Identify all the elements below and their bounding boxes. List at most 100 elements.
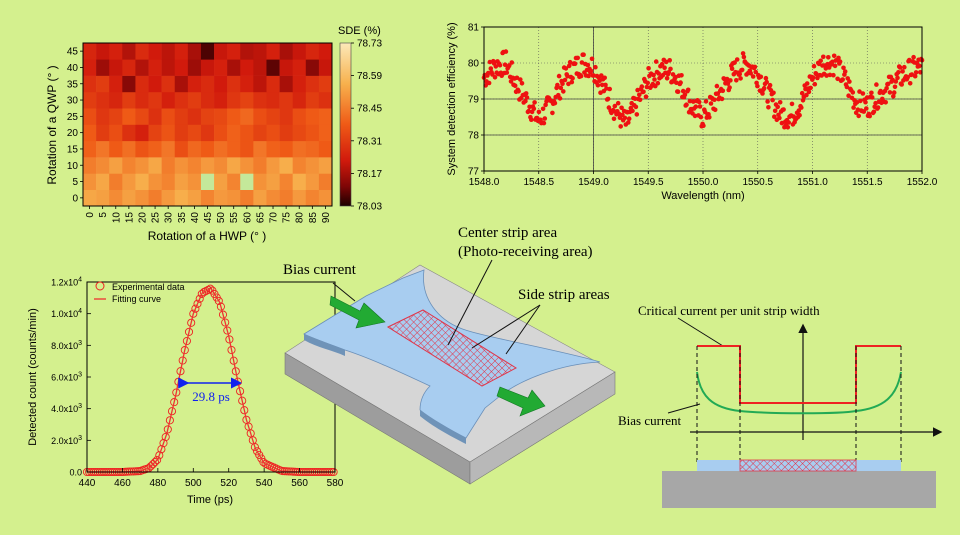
sde-point: [883, 100, 888, 105]
heatmap-cell: [135, 108, 149, 125]
heatmap-cell: [148, 108, 162, 125]
sde-x-tick-label: 1552.0: [907, 177, 938, 188]
sde-y-tick-label: 79: [468, 95, 480, 106]
heatmap-cell: [318, 59, 333, 76]
sde-point: [758, 74, 764, 80]
timing-point: [199, 288, 208, 297]
heatmap-cell: [318, 75, 333, 93]
heatmap-cell: [109, 75, 123, 93]
heatmap-cell: [214, 91, 228, 109]
sde-point: [712, 107, 718, 113]
heatmap-cell: [240, 173, 254, 190]
sde-point: [586, 73, 591, 79]
heatmap-cell: [266, 59, 280, 76]
sde-point: [835, 76, 840, 82]
sde-point: [497, 62, 503, 68]
heatmap-cell: [96, 59, 110, 76]
sde-point: [693, 104, 699, 109]
sde-point: [679, 73, 684, 78]
heatmap-cell: [240, 75, 254, 93]
sde-point: [607, 86, 612, 92]
heatmap-cell: [83, 157, 97, 174]
heatmap-y-label: Rotation of a QWP (° ): [45, 65, 59, 184]
heatmap-cell: [187, 59, 202, 76]
timing-x-tick-label: 480: [150, 478, 167, 489]
sde-point: [821, 54, 826, 60]
heatmap-cell: [214, 75, 228, 93]
bias-out-arrow: [496, 386, 546, 417]
heatmap-cell: [148, 124, 162, 142]
bias-label-leader: [332, 282, 356, 302]
sde-point: [599, 73, 604, 78]
heatmap-cells: [83, 43, 333, 207]
heatmap-x-tick-label: 60: [242, 212, 253, 224]
heatmap-cell: [122, 108, 136, 125]
timing-point: [180, 346, 189, 355]
sde-point: [668, 66, 673, 72]
timing-point: [167, 407, 177, 416]
sde-point: [837, 59, 843, 64]
sde-y-tick-label: 78: [468, 131, 480, 142]
sde-point: [575, 55, 580, 61]
sde-point: [891, 94, 896, 99]
heatmap-cell: [305, 91, 320, 109]
sde-point: [811, 63, 817, 69]
sde-point: [727, 85, 732, 90]
sde-point: [827, 72, 833, 78]
heatmap-cell: [161, 59, 176, 76]
sde-panel: 1548.0 1548.5 1549.0 1549.5 1550.0 1550.5 1551…: [446, 22, 938, 202]
sde-point: [536, 109, 542, 115]
heatmap-cell: [96, 75, 110, 93]
sde-point: [874, 82, 879, 87]
sde-point: [739, 67, 745, 73]
heatmap-cell: [83, 108, 97, 125]
heatmap-x-tick-label: 75: [282, 212, 293, 224]
heatmap-cell: [161, 75, 176, 93]
sde-point: [685, 87, 691, 93]
heatmap-cell: [292, 157, 307, 174]
sde-point: [531, 106, 537, 111]
timing-x-tick-label: 540: [256, 478, 273, 489]
sde-point: [850, 90, 856, 95]
sde-point: [639, 84, 645, 89]
sde-point: [605, 96, 611, 102]
sde-point: [863, 99, 868, 105]
timing-point: [163, 425, 172, 434]
sde-point: [900, 69, 905, 74]
sde-point: [552, 100, 558, 106]
sde-point: [488, 66, 494, 71]
heatmap-cell: [279, 189, 293, 207]
heatmap-cell: [266, 140, 280, 158]
heatmap-cell: [161, 157, 176, 174]
sde-point: [775, 104, 780, 110]
sde-point: [750, 74, 756, 79]
heatmap-cell: [122, 189, 136, 207]
heatmap-cell: [227, 189, 241, 207]
heatmap-cell: [279, 75, 293, 93]
timing-x-label: Time (ps): [187, 494, 233, 506]
sde-point: [857, 89, 862, 94]
sde-point: [589, 56, 595, 62]
sde-point: [785, 125, 791, 130]
heatmap-cell: [122, 43, 136, 60]
sde-point: [651, 72, 656, 78]
sde-point: [804, 92, 809, 98]
sde-point: [503, 49, 509, 54]
sde-x-tick-label: 1550.5: [742, 177, 773, 188]
sde-point: [840, 77, 845, 82]
timing-point: [150, 458, 160, 467]
heatmap-cell: [135, 140, 149, 158]
timing-y-tick-label: 8.0x103: [51, 340, 82, 351]
sde-point: [777, 115, 782, 121]
heatmap-cell: [135, 173, 149, 190]
cross-section-side-left: [697, 460, 740, 471]
timing-point: [216, 302, 225, 311]
heatmap-cell: [227, 157, 241, 174]
sde-point: [884, 86, 889, 91]
sde-point: [486, 80, 492, 86]
sde-point: [558, 85, 564, 91]
sde-point: [772, 108, 778, 114]
heatmap-x-tick-label: 35: [177, 212, 188, 224]
heatmap-cell: [122, 59, 136, 76]
sde-point: [512, 83, 518, 88]
